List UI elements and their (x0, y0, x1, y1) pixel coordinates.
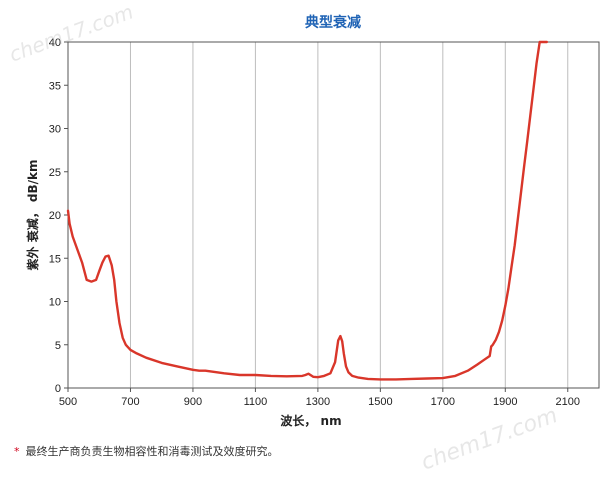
y-tick-label-5: 5 (55, 340, 61, 352)
footnote-star: * (14, 445, 20, 458)
y-tick-label-20: 20 (49, 210, 61, 222)
footnote-text: 最终生产商负责生物相容性和消毒测试及效度研究。 (25, 445, 279, 458)
x-tick-label-500: 500 (59, 396, 77, 408)
x-tick-label-1300: 1300 (306, 396, 330, 408)
y-tick-label-35: 35 (49, 80, 61, 92)
x-tick-label-900: 900 (184, 396, 202, 408)
x-axis-label: 波长， nm (280, 413, 341, 428)
x-tick-label-1500: 1500 (368, 396, 392, 408)
y-tick-label-40: 40 (49, 37, 61, 49)
y-tick-labels: 0 5 10 15 20 25 30 35 40 (49, 37, 61, 395)
x-tick-labels: 500 700 900 1100 1300 1500 1700 1900 2100 (59, 396, 580, 408)
series-line-attenuation (66, 40, 548, 381)
chart-title: 典型衰减 (305, 14, 361, 31)
x-tick-label-700: 700 (121, 396, 139, 408)
footnote: * 最终生产商负责生物相容性和消毒测试及效度研究。 (14, 443, 279, 459)
vertical-gridlines (129, 42, 569, 388)
y-tick-label-30: 30 (49, 124, 61, 136)
x-tick-label-2100: 2100 (556, 396, 580, 408)
x-tick-label-1900: 1900 (493, 396, 517, 408)
y-axis-label: 紫外 衰减， dB/km (25, 160, 40, 271)
y-tick-label-25: 25 (49, 167, 61, 179)
y-tick-label-10: 10 (49, 297, 61, 309)
y-tick-label-0: 0 (55, 383, 61, 395)
y-tick-label-15: 15 (49, 253, 61, 265)
axis-ticks (64, 41, 569, 392)
x-tick-label-1700: 1700 (431, 396, 455, 408)
x-tick-label-1100: 1100 (244, 396, 268, 408)
